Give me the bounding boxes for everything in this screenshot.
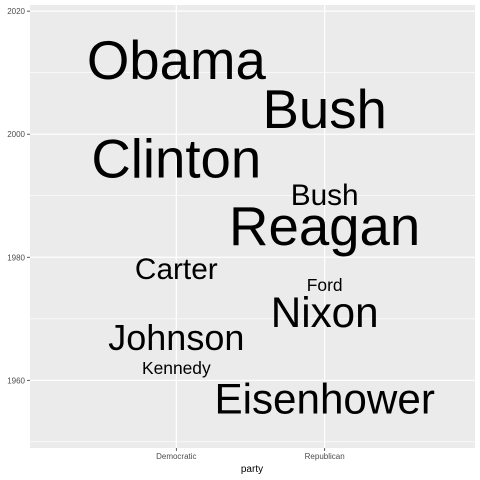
panel-background xyxy=(30,5,475,448)
point-label-johnson: Johnson xyxy=(108,317,244,358)
point-label-carter: Carter xyxy=(135,253,218,286)
point-label-kennedy: Kennedy xyxy=(142,358,211,378)
x-axis-title: party xyxy=(241,464,263,475)
point-label-ford: Ford xyxy=(307,275,343,295)
x-tick-label: Republican xyxy=(305,452,345,461)
point-label-clinton: Clinton xyxy=(91,128,261,189)
x-axis-ticks: Democratic Republican xyxy=(156,448,345,461)
y-tick-label: 1960 xyxy=(7,376,25,385)
y-axis-ticks: 1960 1980 2000 2020 xyxy=(7,7,30,385)
point-label-eisenhower: Eisenhower xyxy=(214,375,434,422)
y-tick-label: 1980 xyxy=(7,253,25,262)
x-tick-label: Democratic xyxy=(156,452,196,461)
grid-lines xyxy=(30,5,475,448)
y-tick-label: 2000 xyxy=(7,130,25,139)
point-label-obama: Obama xyxy=(87,30,267,91)
point-label-bush: Bush xyxy=(262,79,386,140)
y-tick-label: 2020 xyxy=(7,7,25,16)
point-label-bush: Bush xyxy=(291,179,359,212)
point-label-reagan: Reagan xyxy=(229,196,420,257)
point-label-nixon: Nixon xyxy=(271,289,379,336)
